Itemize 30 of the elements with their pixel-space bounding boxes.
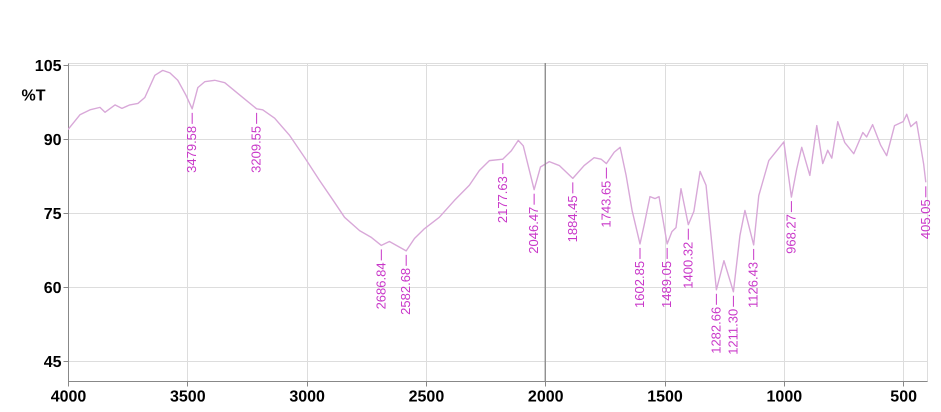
annotation: 3479.58 <box>184 126 200 173</box>
x-tick-label: 3000 <box>289 388 326 406</box>
annotation: 1282.66 <box>708 306 724 354</box>
y-tick-label: 45 <box>44 354 62 371</box>
annotation: 1126.43 <box>746 262 761 308</box>
y-tick-label: 75 <box>44 206 62 223</box>
y-tick-label: 90 <box>44 132 62 149</box>
annotation: 2046.47 <box>526 206 542 254</box>
x-tick-label: 2000 <box>528 388 564 406</box>
y-axis-title: %T <box>22 88 46 104</box>
annotation: 1400.32 <box>680 242 696 289</box>
annotation: 1211.30 <box>725 308 740 355</box>
x-tick-label: 2500 <box>408 388 444 406</box>
y-tick-label: 60 <box>44 280 62 297</box>
annotation: 2177.63 <box>494 176 510 224</box>
x-tick-label: 500 <box>890 388 918 406</box>
annotation: 968.27 <box>783 214 798 254</box>
x-tick-label: 1000 <box>766 388 802 406</box>
annotation: 1743.65 <box>598 180 614 228</box>
annotation: 1602.85 <box>632 260 647 308</box>
x-tick-label: 4000 <box>50 388 86 406</box>
annotation: 1884.45 <box>564 195 580 242</box>
annotation: 2686.84 <box>373 262 388 310</box>
annotation: 3209.55 <box>248 126 264 173</box>
annotation: 2582.68 <box>398 268 414 315</box>
annotation: 1489.05 <box>659 260 674 308</box>
x-tick-label: 3500 <box>170 388 206 406</box>
x-tick-label: 1500 <box>647 388 683 406</box>
y-tick-label: 105 <box>34 58 62 75</box>
annotation: 405.05 <box>918 199 933 240</box>
